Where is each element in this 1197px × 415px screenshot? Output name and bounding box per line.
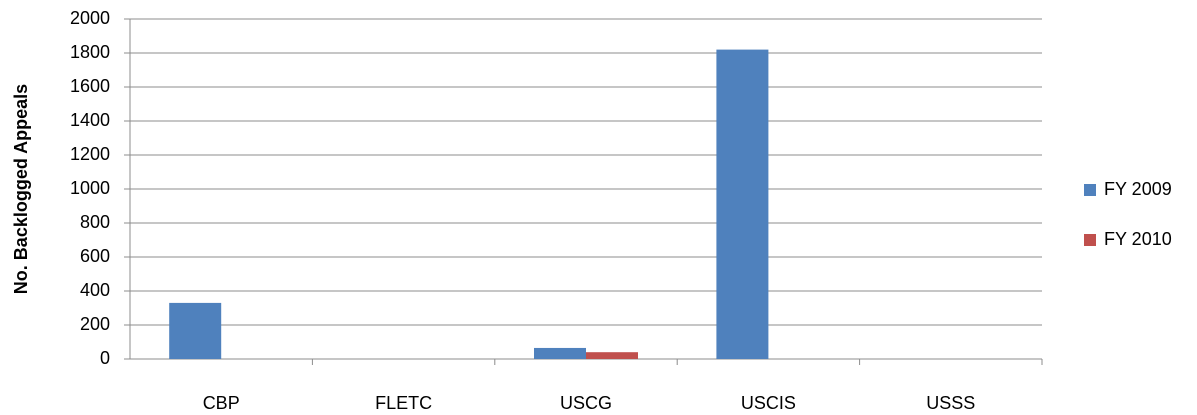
bar xyxy=(534,347,586,359)
bar xyxy=(716,49,769,359)
y-tick-label: 2000 xyxy=(70,8,110,28)
legend-swatch xyxy=(1084,234,1096,246)
y-tick-label: 1400 xyxy=(70,110,110,130)
x-tick-label: FLETC xyxy=(375,393,432,413)
y-tick-label: 400 xyxy=(80,280,110,300)
bar xyxy=(586,352,638,359)
y-tick-label: 1600 xyxy=(70,76,110,96)
x-tick-label: USCIS xyxy=(741,393,796,413)
y-tick-label: 1200 xyxy=(70,144,110,164)
bar xyxy=(169,302,222,359)
y-tick-label: 0 xyxy=(100,348,110,368)
y-tick-label: 200 xyxy=(80,314,110,334)
y-tick-label: 1000 xyxy=(70,178,110,198)
y-axis-label: No. Backlogged Appeals xyxy=(11,84,31,294)
legend-swatch xyxy=(1084,184,1096,196)
y-tick-label: 600 xyxy=(80,246,110,266)
x-tick-label: USCG xyxy=(560,393,612,413)
x-tick-label: CBP xyxy=(203,393,240,413)
y-tick-label: 800 xyxy=(80,212,110,232)
legend-label: FY 2010 xyxy=(1104,229,1172,249)
legend-label: FY 2009 xyxy=(1104,179,1172,199)
y-tick-label: 1800 xyxy=(70,42,110,62)
x-tick-label: USSS xyxy=(926,393,975,413)
